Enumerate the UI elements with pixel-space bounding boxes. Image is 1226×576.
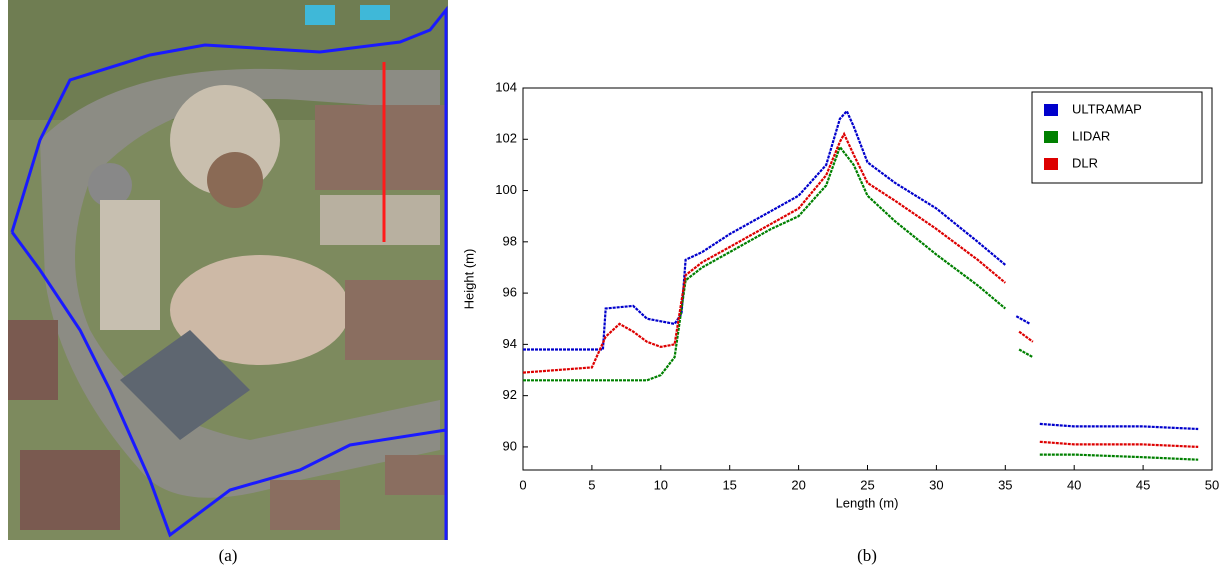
legend-swatch <box>1044 104 1058 116</box>
panel-label: (b) <box>857 546 877 565</box>
x-tick-label: 50 <box>1205 477 1219 492</box>
y-tick-label: 90 <box>503 438 517 453</box>
x-tick-label: 45 <box>1136 477 1150 492</box>
x-tick-label: 10 <box>654 477 668 492</box>
aerial-image <box>8 0 448 540</box>
y-tick-label: 98 <box>503 233 517 248</box>
y-tick-label: 92 <box>503 387 517 402</box>
y-tick-label: 100 <box>495 182 517 197</box>
legend-label: ULTRAMAP <box>1072 101 1142 116</box>
legend-label: LIDAR <box>1072 128 1110 143</box>
x-axis-label: Length (m) <box>836 495 899 510</box>
legend-label: DLR <box>1072 155 1098 170</box>
legend-swatch <box>1044 158 1058 170</box>
x-tick-label: 25 <box>860 477 874 492</box>
x-tick-label: 30 <box>929 477 943 492</box>
y-tick-label: 94 <box>503 336 517 351</box>
y-tick-label: 96 <box>503 285 517 300</box>
x-tick-label: 0 <box>519 477 526 492</box>
x-tick-label: 40 <box>1067 477 1081 492</box>
y-tick-label: 104 <box>495 79 517 94</box>
x-tick-label: 20 <box>791 477 805 492</box>
legend-swatch <box>1044 131 1058 143</box>
figure: (a) (b) Length (m) Height (m) 0 5 10 15 20 25… <box>0 0 1226 571</box>
x-tick-label: 5 <box>588 477 595 492</box>
x-tick-label: 35 <box>998 477 1012 492</box>
y-axis-label: Height (m) <box>461 249 476 310</box>
x-tick-label: 15 <box>722 477 736 492</box>
panel-label: (a) <box>219 546 238 565</box>
y-tick-label: 102 <box>495 131 517 146</box>
